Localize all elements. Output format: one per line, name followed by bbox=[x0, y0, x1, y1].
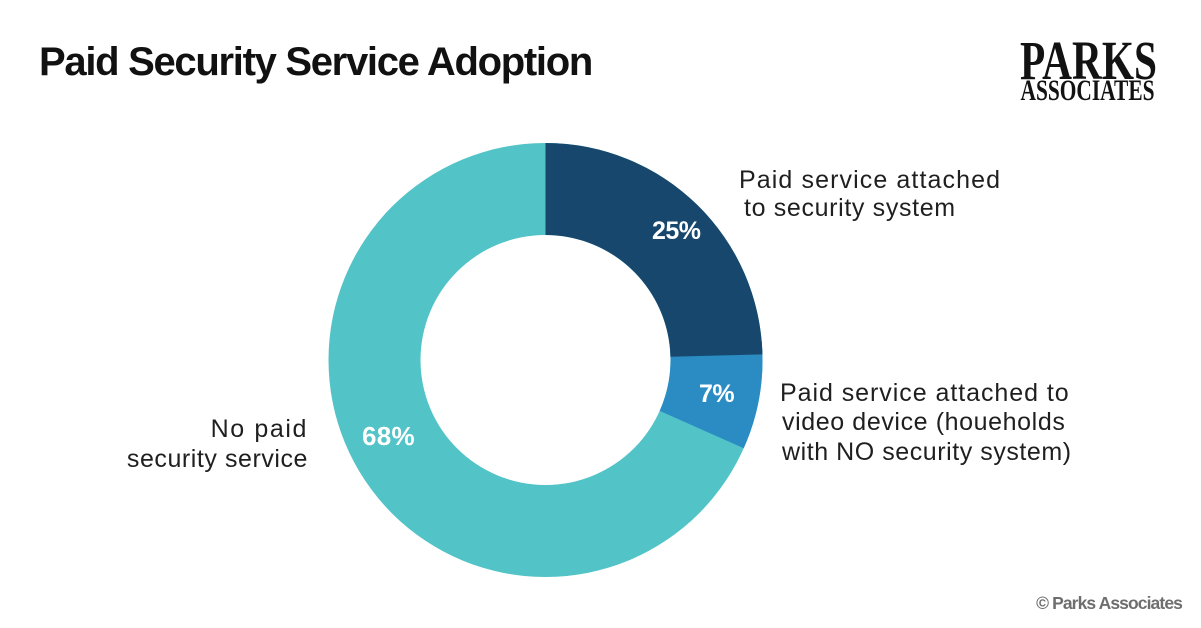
svg-text:PARKS: PARKS bbox=[1020, 30, 1157, 91]
svg-text:ASSOCIATES: ASSOCIATES bbox=[1021, 75, 1155, 107]
